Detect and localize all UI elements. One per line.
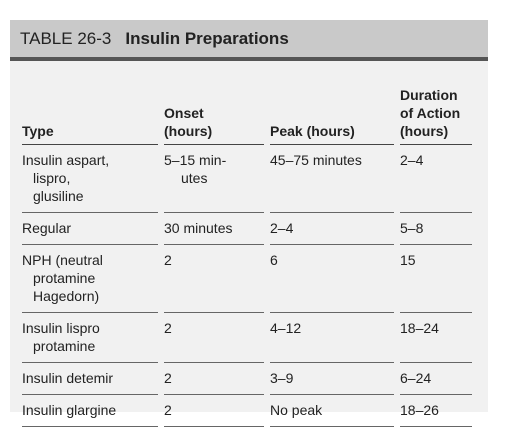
cell-line: lispro, (33, 170, 71, 186)
cell-line: Insulin detemir (22, 370, 114, 386)
cell-line: Hagedorn) (33, 288, 100, 304)
cell-line: Insulin glargine (22, 402, 117, 418)
cell-line: 6 (270, 252, 278, 268)
column-header: Type (22, 80, 158, 145)
cell-line: 18–26 (400, 402, 439, 418)
cell-line: (hours) (400, 123, 449, 139)
cell-line: 5–15 min- (164, 152, 227, 168)
table-label: TABLE 26-3 (20, 28, 112, 48)
cell-line: 4–12 (270, 320, 302, 336)
table-cell: 4–12 (270, 313, 394, 363)
cell-line: Duration (400, 87, 458, 103)
table-header: TABLE 26-3 Insulin Preparations (10, 20, 488, 61)
column-header: Onset (hours) (164, 80, 264, 145)
cell-line: protamine (33, 338, 96, 354)
table-cell: 18–24 (400, 313, 472, 363)
table-cell: 2 (164, 313, 264, 363)
cell-line: 18–24 (400, 320, 439, 336)
cell-line: 3–9 (270, 370, 294, 386)
table-row: Insulin detemir 2 3–9 6–24 (22, 363, 472, 395)
cell-line: protamine (33, 270, 96, 286)
cell-line: NPH (neutral (22, 252, 103, 268)
table-cell: 3–9 (270, 363, 394, 395)
table-cell: Insulin lispro protamine (22, 313, 158, 363)
cell-line: 30 minutes (164, 220, 233, 236)
table-cell: Insulin aspart, lispro, glusiline (22, 145, 158, 213)
table-cell: 2–4 (400, 145, 472, 213)
table-cell: NPH (neutral protamine Hagedorn) (22, 245, 158, 313)
header-row: Type Onset (hours) Peak (hours) Duration of A… (22, 80, 472, 145)
cell-line: Regular (22, 220, 72, 236)
cell-line: 2 (164, 370, 172, 386)
table-row: Insulin lispro protamine 2 4–12 18–24 (22, 313, 472, 363)
cell-line: 2–4 (400, 152, 424, 168)
cell-line: 45–75 minutes (270, 152, 362, 168)
cell-line: of Action (400, 105, 461, 121)
cell-line: 2–4 (270, 220, 294, 236)
column-header: Duration of Action (hours) (400, 80, 472, 145)
cell-line: Type (22, 123, 54, 139)
table-cell: 6 (270, 245, 394, 313)
insulin-table: Type Onset (hours) Peak (hours) Duration of A… (16, 80, 478, 427)
table-cell: 5–15 min-utes (164, 145, 264, 213)
table-title: Insulin Preparations (125, 28, 289, 48)
table-cell: 2–4 (270, 213, 394, 245)
cell-line: 2 (164, 320, 172, 336)
table-cell: 6–24 (400, 363, 472, 395)
table-cell: 5–8 (400, 213, 472, 245)
cell-line: 2 (164, 402, 172, 418)
cell-line: 2 (164, 252, 172, 268)
cell-line: utes (181, 170, 208, 186)
table-cell: 2 (164, 395, 264, 427)
table-cell: 2 (164, 245, 264, 313)
table-cell: Insulin detemir (22, 363, 158, 395)
cell-line: Insulin aspart, (22, 152, 110, 168)
table-row: Regular 30 minutes 2–4 5–8 (22, 213, 472, 245)
table-cell: Insulin glargine (22, 395, 158, 427)
table-cell: 18–26 (400, 395, 472, 427)
cell-line: Onset (164, 105, 204, 121)
table-cell: Regular (22, 213, 158, 245)
cell-line: 5–8 (400, 220, 424, 236)
cell-line: 15 (400, 252, 416, 268)
cell-line: Peak (hours) (270, 123, 355, 139)
table-cell: No peak (270, 395, 394, 427)
table-row: Insulin glargine 2 No peak 18–26 (22, 395, 472, 427)
cell-line: Insulin lispro (22, 320, 100, 336)
table-cell: 30 minutes (164, 213, 264, 245)
cell-line: glusiline (33, 188, 84, 204)
table-cell: 15 (400, 245, 472, 313)
table-row: NPH (neutral protamine Hagedorn) 2 6 15 (22, 245, 472, 313)
table-row: Insulin aspart, lispro, glusiline 5–15 min-… (22, 145, 472, 213)
cell-line: No peak (270, 402, 323, 418)
column-header: Peak (hours) (270, 80, 394, 145)
cell-line: 6–24 (400, 370, 432, 386)
table-cell: 2 (164, 363, 264, 395)
table-panel: TABLE 26-3 Insulin Preparations Type Onse… (10, 20, 488, 427)
table-body: Insulin aspart, lispro, glusiline 5–15 min-… (22, 145, 472, 427)
table-cell: 45–75 minutes (270, 145, 394, 213)
cell-line: (hours) (164, 123, 213, 139)
